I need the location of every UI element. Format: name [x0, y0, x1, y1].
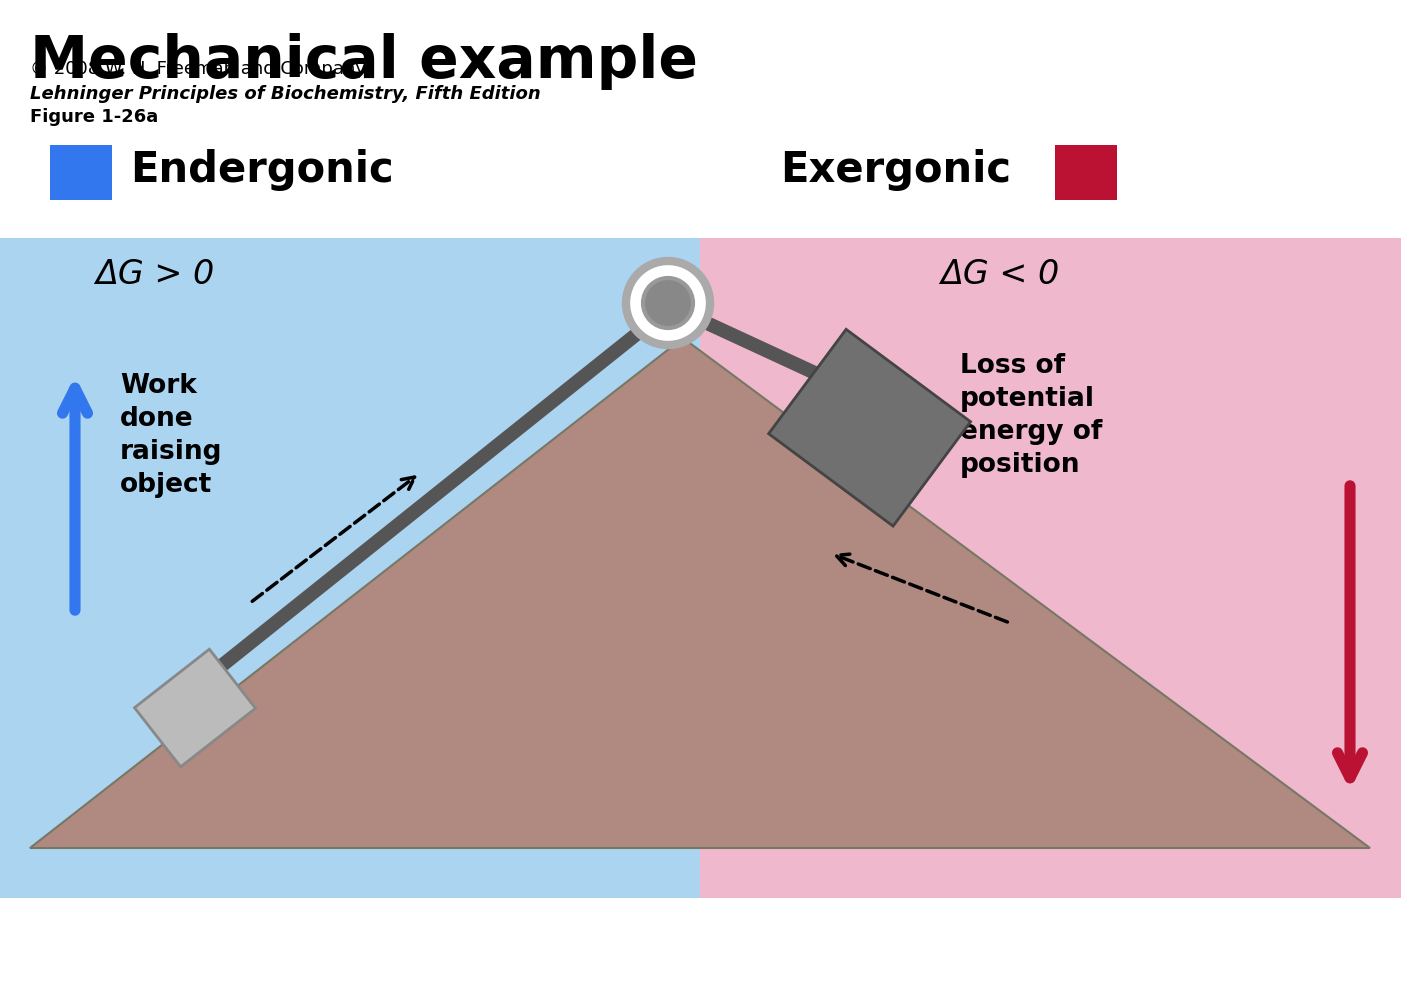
Text: Mechanical example: Mechanical example: [29, 33, 698, 90]
Text: Work
done
raising
object: Work done raising object: [120, 373, 223, 498]
Text: Endergonic: Endergonic: [130, 149, 394, 191]
Bar: [700, 238, 1401, 898]
Bar: [1055, 145, 1117, 200]
Bar: [50, 145, 112, 200]
Polygon shape: [134, 649, 255, 767]
Text: Figure 1-26a: Figure 1-26a: [29, 108, 158, 126]
Bar: [0, 238, 700, 898]
Text: © 2008 W. H. Freeman and Company: © 2008 W. H. Freeman and Company: [29, 60, 366, 78]
Text: Loss of
potential
energy of
position: Loss of potential energy of position: [960, 353, 1103, 478]
Text: ΔG < 0: ΔG < 0: [940, 258, 1059, 291]
Circle shape: [626, 261, 710, 345]
Circle shape: [643, 278, 693, 328]
Text: ΔG > 0: ΔG > 0: [95, 258, 214, 291]
Text: Exergonic: Exergonic: [780, 149, 1012, 191]
Polygon shape: [29, 338, 1370, 848]
Polygon shape: [769, 330, 971, 526]
Text: Lehninger Principles of Biochemistry, Fifth Edition: Lehninger Principles of Biochemistry, Fi…: [29, 85, 541, 103]
